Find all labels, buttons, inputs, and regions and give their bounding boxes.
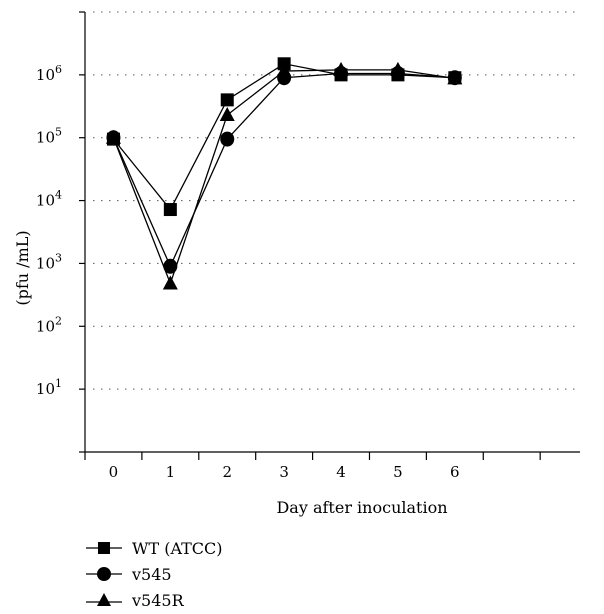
legend-item-wt: WT (ATCC) <box>84 535 223 561</box>
data-point-square <box>163 203 177 217</box>
series-triangle <box>105 61 463 290</box>
y-tick-label: 103 <box>36 251 62 272</box>
legend-item-v545r: v545R <box>84 587 223 613</box>
y-tick-base: 10 <box>36 317 55 335</box>
series-circle <box>106 66 462 274</box>
data-point-triangle <box>447 70 463 85</box>
x-tick-label: 1 <box>166 463 176 481</box>
legend: WT (ATCC) v545 v545R <box>84 535 223 613</box>
y-axis-title: (pfu /mL) <box>13 230 32 305</box>
circle-marker-icon <box>86 567 122 581</box>
x-axis-title: Day after inoculation <box>276 498 447 517</box>
data-point-triangle <box>333 61 349 76</box>
data-point-triangle <box>276 63 292 78</box>
data-point-triangle <box>105 129 121 144</box>
y-tick-exponent: 3 <box>55 251 62 264</box>
data-point-triangle <box>162 275 178 290</box>
x-tick-label: 6 <box>450 463 460 481</box>
data-point-square <box>220 93 234 107</box>
y-tick-label: 101 <box>36 377 62 398</box>
y-tick-base: 10 <box>36 66 55 84</box>
x-tick-label: 3 <box>279 463 289 481</box>
x-tick-label: 0 <box>109 463 119 481</box>
y-tick-label: 102 <box>36 314 62 335</box>
y-tick-exponent: 5 <box>55 126 62 139</box>
square-marker-icon <box>86 542 122 554</box>
legend-item-v545: v545 <box>84 561 223 587</box>
y-tick-exponent: 1 <box>55 377 62 390</box>
data-point-circle <box>220 131 235 147</box>
x-tick-label: 4 <box>336 463 346 481</box>
x-ticks: 0 1 2 3 4 5 6 <box>84 452 541 481</box>
y-tick-label: 106 <box>36 63 62 84</box>
y-tick-label: 105 <box>36 126 62 147</box>
y-tick-base: 10 <box>36 254 55 272</box>
series-line <box>112 69 455 286</box>
legend-label-v545: v545 <box>132 564 172 584</box>
axes <box>84 12 580 453</box>
data-point-triangle <box>390 61 406 76</box>
series <box>105 57 463 290</box>
series-line <box>112 63 455 211</box>
y-tick-exponent: 4 <box>55 189 62 202</box>
series-line <box>112 72 455 268</box>
legend-label-v545r: v545R <box>132 590 184 610</box>
x-tick-label: 2 <box>222 463 232 481</box>
y-tick-label: 104 <box>36 189 62 210</box>
grid <box>93 11 576 453</box>
y-tick-exponent: 2 <box>55 314 62 327</box>
y-tick-base: 10 <box>36 380 55 398</box>
legend-label-wt: WT (ATCC) <box>132 538 223 558</box>
data-point-triangle <box>219 106 235 121</box>
y-tick-exponent: 6 <box>55 63 62 76</box>
x-tick-label: 5 <box>393 463 403 481</box>
triangle-marker-icon <box>86 593 122 606</box>
y-tick-base: 10 <box>36 129 55 147</box>
y-tick-base: 10 <box>36 192 55 210</box>
data-point-circle <box>163 258 178 274</box>
